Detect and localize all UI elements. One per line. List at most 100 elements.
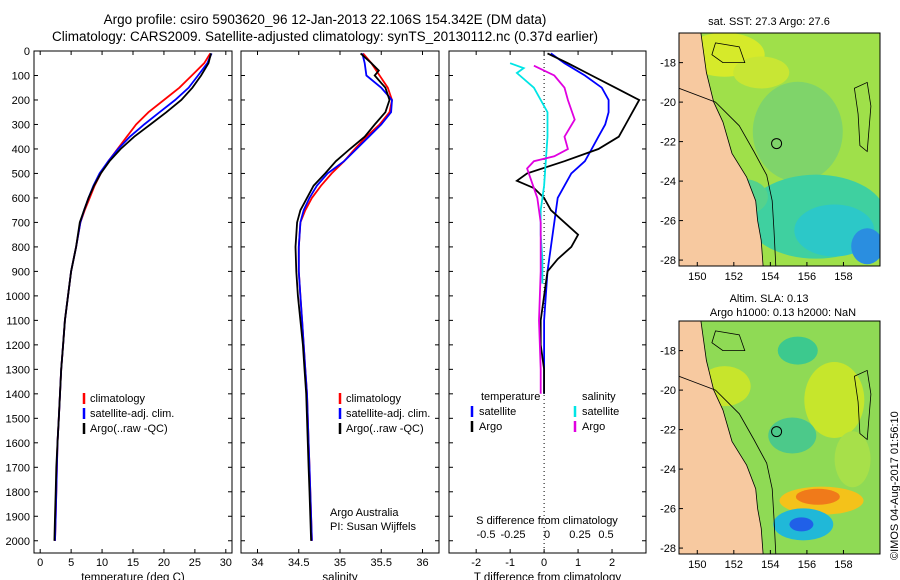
y-tick-label: 1900 <box>6 511 30 523</box>
x-tick-label: 35 <box>334 557 346 569</box>
series-line-argo---raw--qc- <box>53 53 212 541</box>
x-tick-label: 34 <box>251 557 263 569</box>
field-peak-patch <box>795 488 840 505</box>
x-tick-label: -2 <box>471 557 481 569</box>
series-line-argo---raw--qc- <box>294 52 391 541</box>
x-tick-label: 15 <box>127 557 139 569</box>
s-tick-label: -0.5 <box>477 529 496 541</box>
series-line-s-argo <box>526 64 576 394</box>
x-axis-label: temperature (deg C) <box>81 572 185 580</box>
temperature-panel: 0 5 10 15 20 25 300100200300400500600700800900… <box>6 46 233 580</box>
x-tick-label: 2 <box>609 557 615 569</box>
y-tick-label: -22 <box>660 137 676 149</box>
annotation-line1: Argo Australia <box>330 507 399 519</box>
reef-contour <box>711 330 746 352</box>
annotation-line2: PI: Susan Wijffels <box>330 521 416 533</box>
y-tick-label: 1400 <box>6 389 30 401</box>
x-tick-label: 152 <box>725 271 743 283</box>
s-tick-label: 0 <box>544 529 550 541</box>
legend-label: satellite <box>582 406 619 418</box>
legend-label: Argo <box>479 421 502 433</box>
reef-contour <box>711 42 746 63</box>
figure-title-line2: Climatology: CARS2009. Satellite-adjuste… <box>51 29 599 44</box>
field-high-patch <box>804 361 865 438</box>
x-tick-label: 0 <box>541 557 547 569</box>
x-axis-label: T difference from climatology <box>474 572 621 580</box>
legend-label: Argo(..raw -QC) <box>90 423 168 435</box>
field-cold-patch <box>851 228 880 265</box>
s-tick-label: 0.5 <box>598 529 613 541</box>
y-tick-label: -28 <box>660 255 676 267</box>
map-frame <box>678 320 881 555</box>
series-line-t-satellite <box>543 52 610 394</box>
x-tick-label: 0 <box>37 557 43 569</box>
y-tick-label: 1500 <box>6 413 30 425</box>
field-low-patch <box>768 417 817 454</box>
x-tick-label: 30 <box>220 557 232 569</box>
argo-float-marker <box>771 426 783 438</box>
y-tick-label: -18 <box>660 58 676 70</box>
x-tick-label: 20 <box>158 557 170 569</box>
field-high-patch <box>834 431 871 488</box>
land-mass <box>679 321 764 554</box>
legend-label: climatology <box>346 393 402 405</box>
x-axis-label: salinity <box>322 572 357 580</box>
y-tick-label: -24 <box>660 464 676 476</box>
reef-contour <box>853 81 872 153</box>
legend-title-salinity: salinity <box>582 391 616 403</box>
y-tick-label: 1600 <box>6 438 30 450</box>
legend-label: climatology <box>90 393 146 405</box>
y-tick-label: 1300 <box>6 364 30 376</box>
x-tick-label: 10 <box>96 557 108 569</box>
plot-frame <box>240 50 440 554</box>
x-tick-label: 154 <box>761 271 779 283</box>
y-tick-label: 1000 <box>6 291 30 303</box>
y-tick-label: 0 <box>24 46 30 58</box>
y-tick-label: -28 <box>660 543 676 555</box>
x-tick-label: 158 <box>834 559 852 571</box>
argo-float-marker <box>771 138 783 150</box>
depth-contour <box>679 87 777 266</box>
legend-title-temperature: temperature <box>481 391 540 403</box>
figure-title-line1: Argo profile: csiro 5903620_96 12-Jan-20… <box>103 12 547 27</box>
x-tick-label: 35.5 <box>371 557 392 569</box>
y-tick-label: 500 <box>12 168 30 180</box>
map-field <box>679 321 880 554</box>
field-trough-patch <box>789 517 814 532</box>
map-field <box>679 33 880 266</box>
x-tick-label: -1 <box>505 557 515 569</box>
y-tick-label: -20 <box>660 385 676 397</box>
y-tick-label: -26 <box>660 216 676 228</box>
sla-map-title1: Altim. SLA: 0.13 <box>730 293 809 305</box>
x-tick-label: 156 <box>798 559 816 571</box>
y-tick-label: -20 <box>660 97 676 109</box>
x-tick-label: 158 <box>834 271 852 283</box>
sst-map-title: sat. SST: 27.3 Argo: 27.6 <box>708 16 830 28</box>
y-tick-label: 2000 <box>6 536 30 548</box>
y-tick-label: 600 <box>12 193 30 205</box>
y-tick-label: -18 <box>660 346 676 358</box>
legend-label: satellite-adj. clim. <box>90 408 174 420</box>
depth-contour <box>679 375 777 554</box>
land-mass <box>679 33 764 266</box>
legend-label: satellite-adj. clim. <box>346 408 430 420</box>
x-tick-label: 150 <box>688 271 706 283</box>
legend-label: satellite <box>479 406 516 418</box>
s-axis-title: S difference from climatology <box>476 515 618 527</box>
y-tick-label: 700 <box>12 217 30 229</box>
s-tick-label: -0.25 <box>500 529 525 541</box>
x-tick-label: 36 <box>416 557 428 569</box>
y-tick-label: -22 <box>660 425 676 437</box>
difference-panel: -2 -1 0 1 2 T difference from climatology temp… <box>448 50 647 580</box>
sla-map: Altim. SLA: 0.13 Argo h1000: 0.13 h2000: … <box>660 293 881 571</box>
legend-label: Argo(..raw -QC) <box>346 423 424 435</box>
reef-contour <box>853 369 872 441</box>
x-tick-label: 25 <box>189 557 201 569</box>
y-tick-label: 1100 <box>6 315 30 327</box>
y-tick-label: 400 <box>12 144 30 156</box>
y-tick-label: -24 <box>660 176 676 188</box>
plot-frame <box>33 50 233 554</box>
x-tick-label: 150 <box>688 559 706 571</box>
x-tick-label: 156 <box>798 271 816 283</box>
field-mid-patch <box>752 81 843 182</box>
